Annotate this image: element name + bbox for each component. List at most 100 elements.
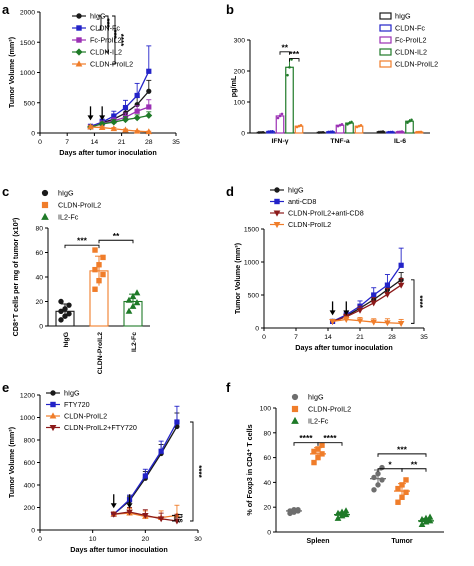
data-point [295, 506, 301, 513]
treatment-arrow-head [126, 503, 133, 509]
legend-swatch-box [379, 36, 392, 44]
y-tick-label: 500 [24, 100, 36, 107]
data-point [129, 302, 137, 309]
data-point [98, 123, 106, 130]
data-point [356, 307, 364, 314]
legend-label: CLDN-ProIL2 [288, 220, 331, 229]
treatment-arrow-head [110, 503, 117, 509]
y-axis-label: Tumor Volume (mm³) [7, 426, 16, 498]
legend-label: anti-CD8 [288, 197, 316, 206]
replicate-dot [396, 130, 400, 134]
sig-bracket-a-outer [112, 15, 116, 65]
data-point [370, 300, 377, 307]
series-line-cldn-il2 [90, 114, 149, 128]
sig-bracket-f-1-label: **** [299, 433, 313, 443]
data-point [379, 477, 385, 483]
data-point [110, 118, 118, 126]
legend-entry-cldn-fc: CLDN-Fc [379, 24, 425, 33]
data-point [395, 485, 401, 492]
category-label-higg: hIgG [63, 332, 70, 347]
replicate-dot [350, 120, 353, 124]
legend-swatch-box [379, 12, 392, 20]
data-point [403, 477, 409, 483]
series-line-anti-cd8 [332, 264, 402, 322]
data-point [125, 307, 133, 314]
data-point [315, 454, 321, 461]
sig-bracket-b-2-label: *** [289, 49, 300, 59]
sig-bracket-f-4-label: * [388, 459, 392, 469]
data-point [96, 262, 102, 268]
replicate-dot [259, 131, 263, 134]
replicate-dot [398, 130, 402, 134]
data-point [58, 317, 64, 323]
data-point [142, 473, 148, 479]
data-point [92, 286, 98, 292]
replicate-dot [295, 125, 299, 129]
data-point [110, 125, 118, 132]
replicate-dot [381, 130, 385, 133]
replicate-dot [389, 130, 392, 134]
group-higg-spleen [286, 506, 302, 517]
panel-letter-e: e [2, 380, 9, 395]
y-tick-label: 20 [263, 505, 271, 512]
y-tick-label: 0 [241, 131, 245, 138]
x-tick-label: 35 [172, 139, 180, 146]
y-tick-label: 100 [234, 100, 246, 107]
legend-entry-anti-cd8: anti-CD8 [270, 197, 316, 206]
replicate-dot [267, 130, 270, 133]
x-tick-label: 28 [388, 334, 396, 341]
legend-marker [41, 201, 49, 209]
y-tick-label: 100 [260, 406, 272, 413]
legend-marker [41, 189, 49, 197]
data-point [129, 292, 137, 300]
legend-entry-cldn-proil2: CLDN-ProIL2 [41, 201, 101, 210]
data-point [399, 494, 405, 500]
legend-marker [291, 416, 299, 424]
data-point [100, 271, 106, 278]
data-point [342, 507, 350, 514]
legend-marker [76, 25, 82, 31]
data-point [319, 451, 325, 457]
y-tick-label: 40 [263, 480, 271, 487]
replicate-dot [417, 130, 421, 134]
y-tick-label: 40 [35, 275, 43, 282]
y-tick-label: 0 [39, 324, 43, 331]
treatment-arrow-head [87, 115, 94, 121]
legend-label: CLDN-Fc [90, 24, 120, 33]
legend-entry-higg: hIgG [291, 393, 324, 402]
panel-c: 0 20 40 60 80 CD8⁺T cells per mg of tumor (x1… [11, 189, 150, 374]
replicate-dot [276, 116, 280, 120]
sig-bracket-b-1 [279, 51, 290, 55]
data-point [384, 291, 391, 298]
series-cldn-proil2-fty720 [110, 507, 181, 525]
data-point [173, 518, 181, 525]
sig-bracket-f-2-label: **** [323, 433, 337, 443]
y-tick-label: 400 [24, 483, 36, 490]
category-label-tumor: Tumor [391, 538, 413, 545]
panel-letter-c: c [2, 184, 9, 199]
x-tick-label: 28 [145, 139, 153, 146]
data-point [126, 509, 133, 516]
sig-bracket-f-5-label: ** [411, 459, 418, 469]
x-tick-label: 0 [262, 334, 266, 341]
replicate-dot [359, 124, 363, 127]
y-tick-label: 600 [24, 460, 36, 467]
series-line-fty720 [113, 421, 178, 515]
legend-label: CLDN-ProIL2+anti-CD8 [288, 209, 364, 218]
data-point [110, 511, 117, 518]
legend-entry-cldn-proil2: CLDN-ProIL2 [270, 220, 331, 229]
data-point [142, 512, 149, 519]
data-point [403, 489, 409, 496]
group-cldn-proil2 [89, 247, 109, 327]
group-il2-fc [123, 289, 143, 327]
legend-marker [75, 60, 83, 67]
data-point [384, 320, 391, 327]
legend-entry-higg: hIgG [270, 186, 304, 195]
y-tick-label: 60 [263, 455, 271, 462]
panel-letter-d: d [226, 184, 234, 199]
y-tick-label: 1000 [244, 260, 259, 267]
legend-label: hIgG [58, 189, 74, 198]
legend-entry-cldn-proil2: CLDN-ProIL2 [46, 412, 107, 421]
replicate-dot [331, 130, 334, 133]
y-axis-label: % of Foxp3 in CD4⁺ T cells [245, 424, 254, 515]
